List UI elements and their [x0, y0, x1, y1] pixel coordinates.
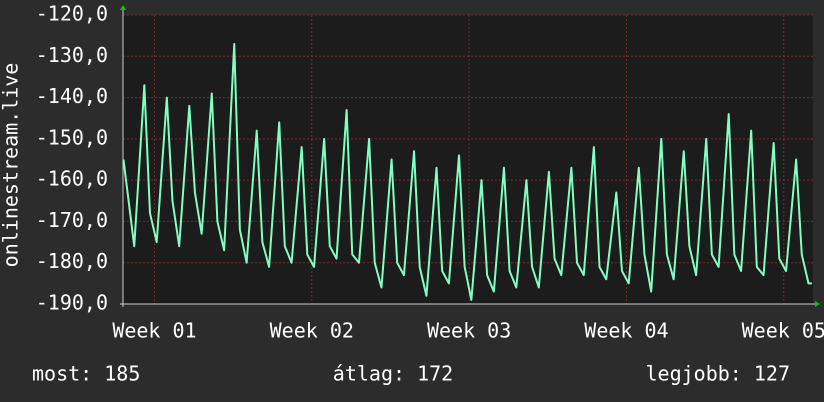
- x-tick-label: Week 03: [427, 319, 511, 343]
- y-axis-label: onlinestream.live: [0, 63, 23, 268]
- x-tick-label: Week 02: [270, 319, 354, 343]
- best-value: legjobb: 127: [646, 362, 791, 386]
- y-tick-label: -120,0: [36, 2, 108, 26]
- average-value: átlag: 172: [333, 362, 453, 386]
- y-axis-arrow: [120, 5, 126, 10]
- x-tick-label: Week 04: [584, 319, 668, 343]
- y-tick-label: -160,0: [36, 167, 108, 191]
- x-axis-arrow: [815, 301, 820, 307]
- current-value: most: 185: [32, 362, 140, 386]
- data-line: [122, 42, 812, 301]
- y-tick-label: -130,0: [36, 43, 108, 67]
- y-tick-label: -170,0: [36, 208, 108, 232]
- y-tick-label: -140,0: [36, 84, 108, 108]
- y-tick-label: -150,0: [36, 125, 108, 149]
- x-tick-label: Week 01: [112, 319, 196, 343]
- plot-background: [123, 15, 813, 304]
- y-tick-label: -180,0: [36, 249, 108, 273]
- y-tick-label: -190,0: [36, 291, 108, 315]
- x-tick-label: Week 05: [742, 319, 824, 343]
